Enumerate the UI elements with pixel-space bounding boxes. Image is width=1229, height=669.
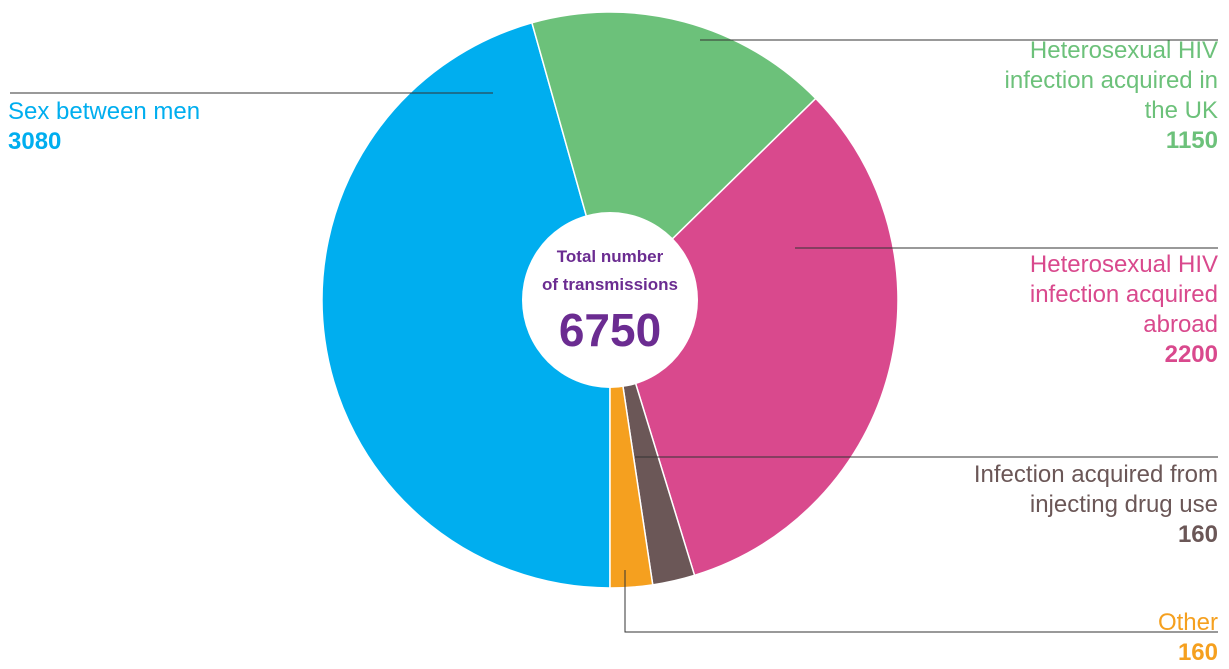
category-label: Heterosexual HIV infection acquired abro…: [1029, 251, 1218, 338]
value-label: 160: [1177, 521, 1218, 548]
wedge: [321, 21, 611, 589]
donut-hole: [522, 212, 698, 388]
label: Heterosexual HIV infection acquired in t…: [1003, 36, 1218, 156]
label: Other 160: [1003, 608, 1218, 668]
value-label: 2200: [1164, 341, 1218, 368]
value-label: 3080: [8, 128, 62, 155]
center-label: of transmissions: [542, 275, 678, 294]
category-label: Other: [1157, 609, 1218, 636]
wedge: [609, 97, 899, 577]
category-label: Sex between men: [8, 98, 201, 125]
value-label: 1150: [1165, 127, 1218, 154]
center-total: 6750: [559, 304, 661, 356]
pie: [321, 11, 899, 589]
center-label: Total number: [557, 247, 664, 266]
value-label: 160: [1177, 639, 1218, 666]
label: Infection acquired from injecting drug u…: [918, 460, 1218, 550]
category-label: Heterosexual HIV infection acquired in t…: [1004, 37, 1218, 124]
category-label: Infection acquired from injecting drug u…: [973, 461, 1218, 518]
label: Heterosexual HIV infection acquired abro…: [1003, 250, 1218, 370]
label: Sex between men 3080: [8, 97, 308, 157]
leader-line: [624, 570, 1218, 633]
